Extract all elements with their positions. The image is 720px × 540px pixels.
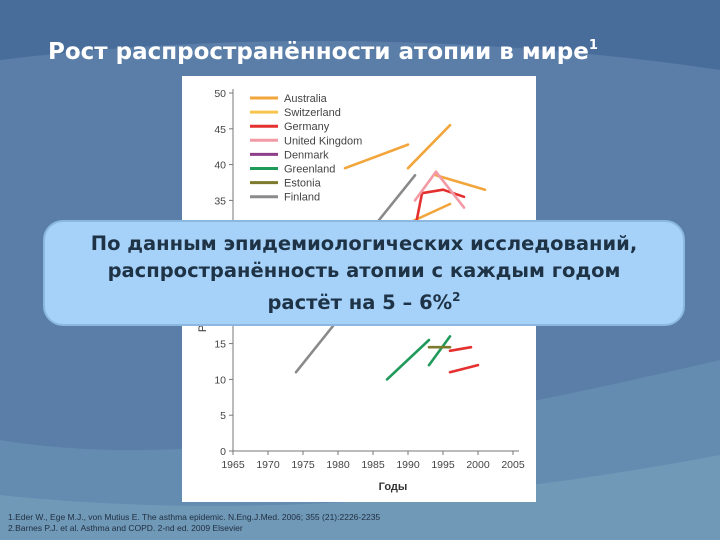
slide-title: Рост распространённости атопии в мире1 [48, 38, 688, 65]
y-tick-label: 15 [214, 339, 226, 351]
series-line-germany [420, 188, 445, 195]
x-tick-label: 2000 [466, 459, 490, 471]
callout-line-2: распространённость атопии с каждым годом [107, 259, 621, 282]
legend-label-switzerland: Switzerland [284, 107, 341, 119]
x-tick-label: 1975 [291, 459, 315, 471]
legend-label-denmark: Denmark [284, 149, 329, 161]
title-footnote-marker: 1 [588, 38, 598, 53]
x-tick-label: 1985 [361, 459, 385, 471]
x-tick-label: 1995 [431, 459, 455, 471]
y-tick-label: 45 [214, 124, 226, 136]
x-tick-label: 1970 [256, 459, 280, 471]
legend-label-australia: Australia [284, 93, 328, 105]
x-tick-label: 2005 [501, 459, 525, 471]
series-line-united-kingdom [413, 170, 438, 202]
y-tick-label: 5 [220, 410, 226, 422]
references: 1.Eder W., Ege M.J., von Mutius E. The a… [8, 512, 568, 534]
callout-footnote-marker: 2 [452, 290, 461, 304]
series-line-greenland [385, 338, 431, 381]
x-tick-label: 1965 [221, 459, 245, 471]
series-line-united-kingdom [434, 170, 466, 209]
y-tick-label: 35 [214, 195, 226, 207]
legend-label-greenland: Greenland [284, 164, 335, 176]
legend-label-estonia: Estonia [284, 178, 322, 190]
series-line-germany [448, 363, 480, 374]
callout-line-3-text: растёт на 5 – 6% [267, 291, 453, 314]
x-tick-label: 1980 [326, 459, 350, 471]
y-tick-label: 40 [214, 160, 226, 172]
series-line-australia [343, 143, 410, 170]
series-line-greenland [427, 335, 452, 367]
series-line-germany [448, 345, 473, 353]
y-tick-label: 10 [214, 374, 226, 386]
y-tick-label: 50 [214, 88, 226, 100]
series-line-australia [406, 123, 452, 170]
callout-text: По данным эпидемиологических исследовани… [91, 230, 638, 316]
reference-2: 2.Barnes P.J. et al. Asthma and COPD. 2-… [8, 523, 243, 533]
x-axis-label: Годы [379, 481, 408, 493]
callout-line-1: По данным эпидемиологических исследовани… [90, 232, 638, 255]
callout-line-3: растёт на 5 – 6%2 [91, 284, 638, 316]
reference-1: 1.Eder W., Ege M.J., von Mutius E. The a… [8, 512, 381, 522]
legend-label-finland: Finland [284, 192, 320, 204]
slide-title-text: Рост распространённости атопии в мире [48, 39, 589, 65]
y-tick-label: 0 [220, 446, 226, 458]
x-tick-label: 1990 [396, 459, 420, 471]
series-line-australia [434, 174, 487, 191]
legend-label-united-kingdom: United Kingdom [284, 135, 362, 147]
callout-box: По данным эпидемиологических исследовани… [43, 220, 685, 326]
legend-label-germany: Germany [284, 121, 330, 133]
